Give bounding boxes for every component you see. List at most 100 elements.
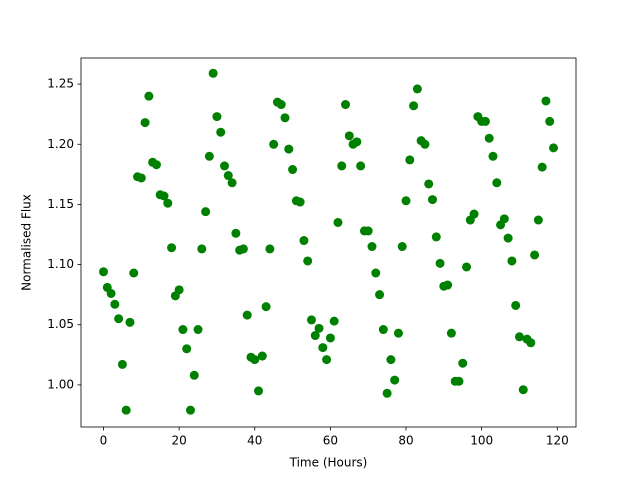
point <box>284 144 294 154</box>
point <box>341 100 351 110</box>
y-tick-label: 1.10 <box>47 257 74 271</box>
point <box>499 214 509 224</box>
point <box>265 244 275 254</box>
point <box>231 228 241 238</box>
point <box>518 385 528 395</box>
y-axis-label: Normalised Flux <box>20 194 34 291</box>
point <box>405 155 415 165</box>
x-tick-label: 80 <box>398 434 413 448</box>
point <box>526 338 536 348</box>
point <box>329 316 339 326</box>
point <box>159 191 169 201</box>
point <box>409 101 419 111</box>
point <box>129 268 139 278</box>
point <box>382 388 392 398</box>
point <box>367 242 377 252</box>
point <box>397 242 407 252</box>
point <box>110 299 120 309</box>
point <box>125 317 135 327</box>
point <box>151 160 161 170</box>
point <box>114 314 124 324</box>
point <box>503 233 513 243</box>
point <box>303 256 313 266</box>
point <box>386 355 396 365</box>
point <box>288 165 298 175</box>
point <box>178 325 188 335</box>
point <box>212 112 222 122</box>
point <box>189 370 199 380</box>
point <box>238 244 248 254</box>
x-tick-label: 120 <box>546 434 569 448</box>
point <box>276 100 286 110</box>
point <box>257 351 267 361</box>
point <box>223 171 233 181</box>
point <box>216 127 226 137</box>
y-tick-label: 1.15 <box>47 197 74 211</box>
y-tick-label: 1.05 <box>47 317 74 331</box>
x-axis-label: Time (Hours) <box>289 456 368 470</box>
point <box>250 355 260 365</box>
point <box>352 137 362 147</box>
point <box>435 258 445 268</box>
point <box>182 344 192 354</box>
y-tick-label: 1.20 <box>47 137 74 151</box>
point <box>462 262 472 272</box>
point <box>378 325 388 335</box>
point <box>530 250 540 260</box>
point <box>204 151 214 161</box>
point <box>545 116 555 126</box>
point <box>254 386 264 396</box>
point <box>318 343 328 353</box>
point <box>480 116 490 126</box>
point <box>306 315 316 325</box>
point <box>371 268 381 278</box>
point <box>136 173 146 183</box>
point <box>344 131 354 141</box>
point <box>299 236 309 246</box>
point <box>488 151 498 161</box>
point <box>454 376 464 386</box>
point <box>295 197 305 207</box>
point <box>280 113 290 123</box>
point <box>537 162 547 172</box>
point <box>227 178 237 188</box>
point <box>549 143 558 153</box>
point <box>325 333 335 343</box>
x-tick-label: 60 <box>323 434 338 448</box>
point <box>431 232 441 242</box>
point <box>390 375 400 385</box>
point <box>356 161 366 171</box>
point <box>144 91 154 101</box>
point <box>533 215 543 225</box>
point <box>117 359 127 369</box>
point <box>443 280 453 290</box>
point <box>393 328 403 338</box>
point <box>458 358 468 368</box>
point <box>427 195 437 205</box>
point <box>469 209 479 219</box>
point <box>242 310 252 320</box>
point <box>424 179 434 189</box>
x-tick-label: 40 <box>247 434 262 448</box>
point <box>174 285 184 295</box>
point <box>322 355 332 365</box>
plot-frame <box>80 57 577 428</box>
point <box>167 243 177 253</box>
point <box>197 244 207 254</box>
point <box>511 300 521 310</box>
point <box>208 68 218 78</box>
x-tick-label: 0 <box>100 434 108 448</box>
point <box>201 207 211 217</box>
point <box>492 178 502 188</box>
point <box>514 332 524 342</box>
point <box>106 288 116 298</box>
point <box>269 139 279 149</box>
point <box>140 118 150 128</box>
point <box>121 405 131 415</box>
y-tick-label: 1.00 <box>47 377 74 391</box>
point <box>401 196 411 206</box>
point <box>220 161 230 171</box>
y-tick-label: 1.25 <box>47 77 74 91</box>
point <box>99 267 108 277</box>
